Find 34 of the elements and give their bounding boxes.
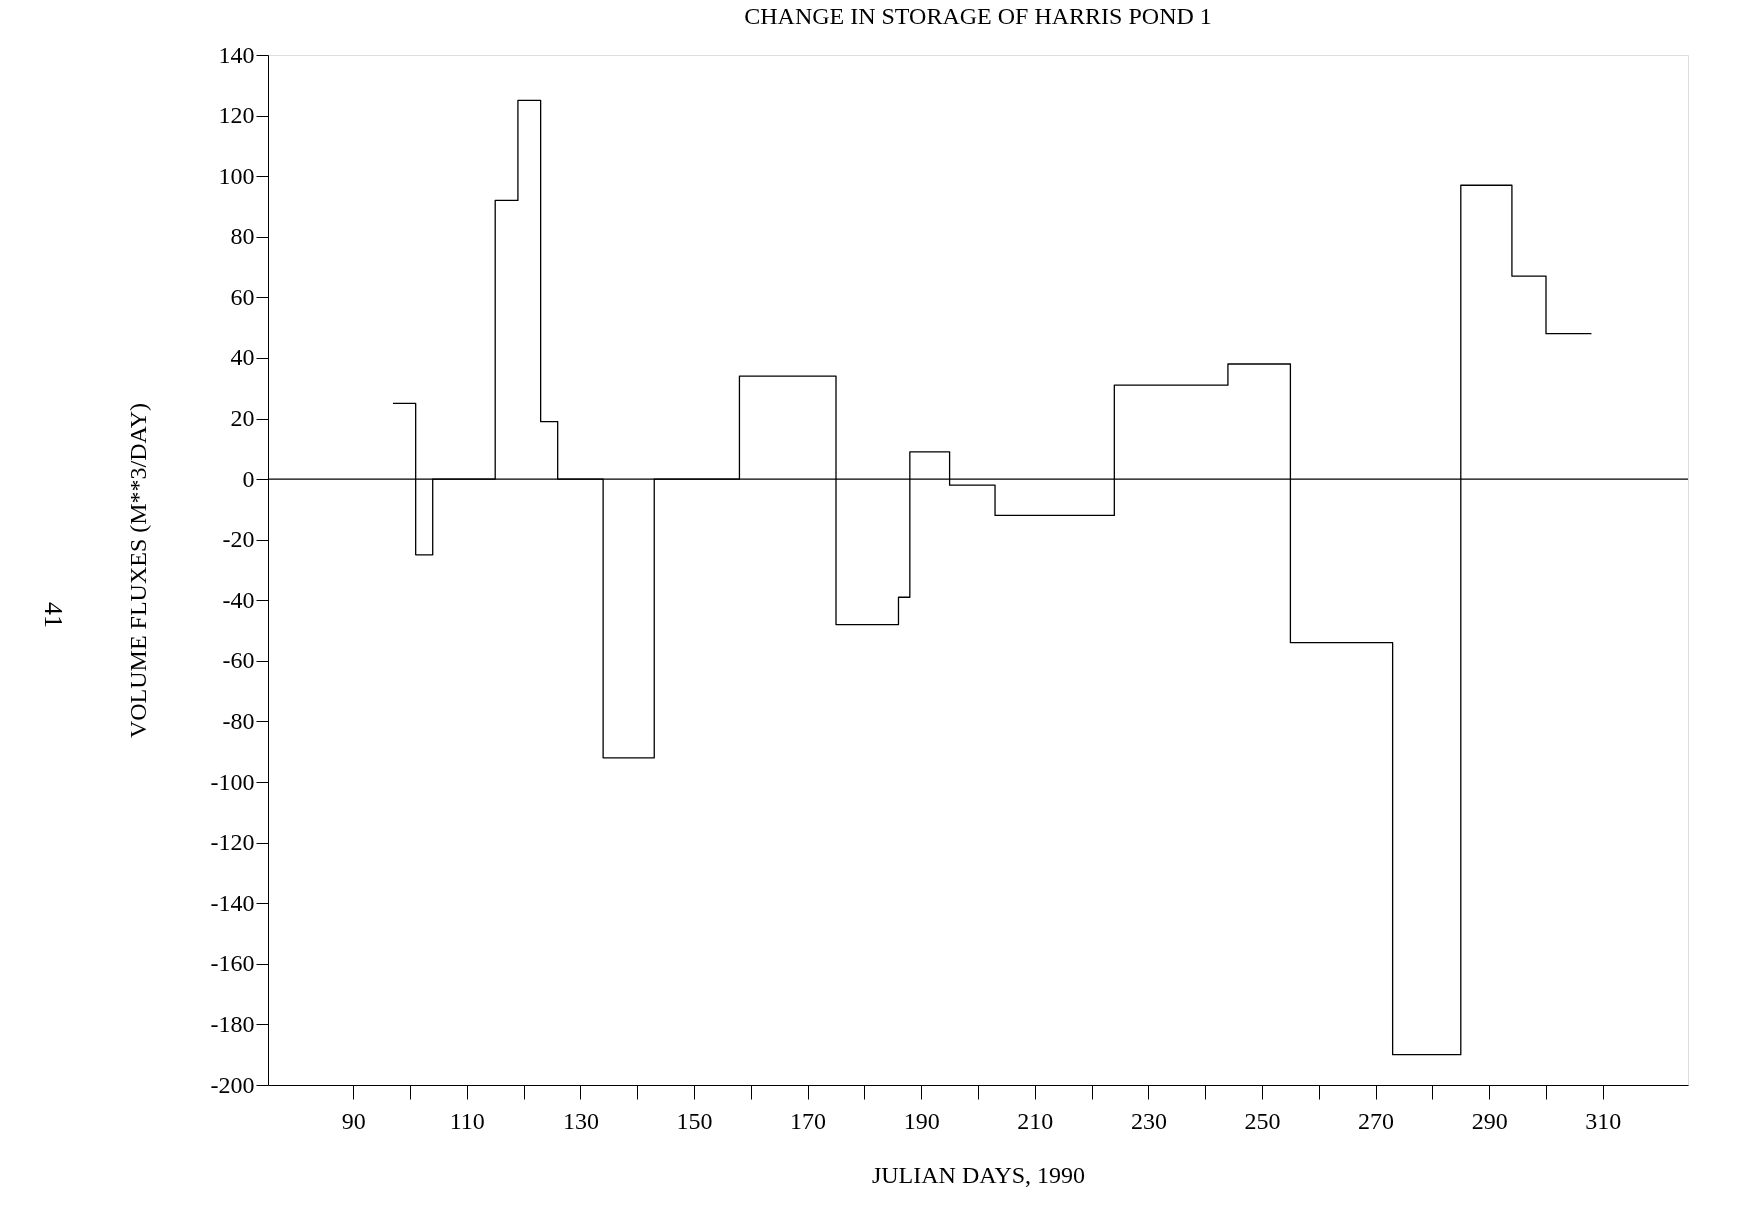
x-tick-label: 170 [790, 1107, 827, 1134]
y-tick-label: 100 [218, 162, 255, 189]
y-tick-label: 40 [230, 344, 255, 371]
x-tick-label: 250 [1244, 1107, 1281, 1134]
x-tick-label: 210 [1017, 1107, 1054, 1134]
y-tick-label: 60 [230, 283, 255, 310]
x-axis-title: JULIAN DAYS, 1990 [871, 1161, 1086, 1188]
y-tick-label: 120 [218, 102, 255, 129]
x-tick-label: 110 [449, 1107, 485, 1134]
x-tick-label: 150 [676, 1107, 713, 1134]
y-tick-label: -20 [222, 526, 255, 553]
text: 41 [39, 602, 68, 628]
y-tick-label: -80 [222, 707, 255, 734]
y-tick-label: 80 [230, 223, 255, 250]
y-tick-label: 0 [242, 465, 255, 492]
x-tick-label: 270 [1358, 1107, 1395, 1134]
y-tick-label: 20 [230, 405, 255, 432]
y-tick-label: 140 [218, 41, 255, 68]
x-tick-label: 290 [1471, 1107, 1508, 1134]
y-tick-label: -180 [210, 1010, 255, 1037]
y-tick-label: -200 [210, 1071, 255, 1098]
y-tick-label: -100 [210, 768, 255, 795]
y-tick-label: -40 [222, 586, 255, 613]
chart-title: CHANGE IN STORAGE OF HARRIS POND 1 [744, 3, 1212, 29]
x-tick-label: 130 [562, 1107, 599, 1134]
y-tick-label: -60 [222, 647, 255, 674]
x-tick-label: 310 [1585, 1107, 1622, 1134]
x-tick-label: 90 [341, 1107, 366, 1134]
y-tick-label: -120 [210, 829, 255, 856]
x-tick-label: 230 [1130, 1107, 1167, 1134]
y-tick-label: -160 [210, 950, 255, 977]
x-tick-label: 190 [903, 1107, 940, 1134]
y-axis-title: VOLUME FLUXES (M**3/DAY) [124, 402, 151, 739]
y-tick-label: -140 [210, 889, 255, 916]
